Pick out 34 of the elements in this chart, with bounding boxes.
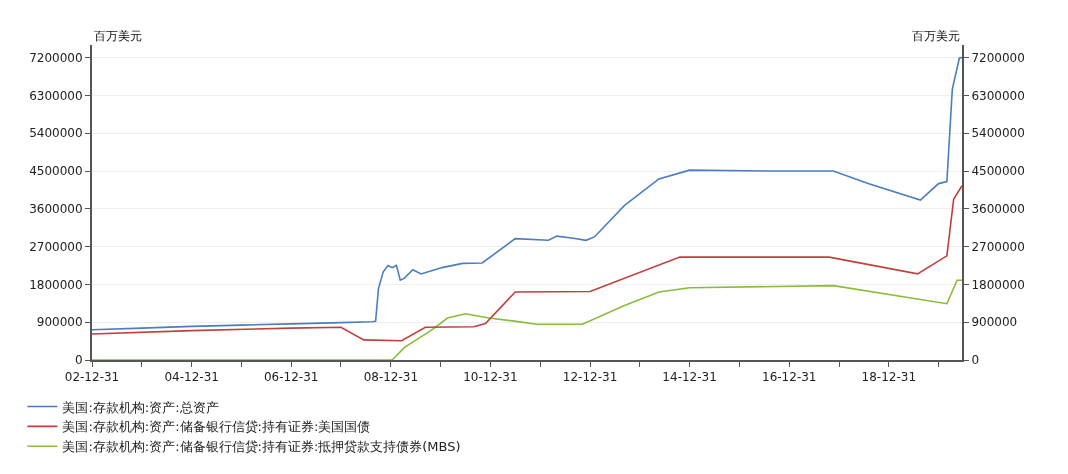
y2-tick-label: 5400000 xyxy=(971,126,1025,141)
y-tick-label: 0 xyxy=(74,353,83,368)
line-series xyxy=(92,184,962,342)
y-axis-title: 百万美元 xyxy=(94,29,142,43)
y2-tick-label: 0 xyxy=(971,353,980,368)
y-tick-label: 2700000 xyxy=(29,239,83,254)
y2-axis-title: 百万美元 xyxy=(912,29,960,43)
x-tick-label: 12-12-31 xyxy=(562,370,618,385)
y-tick-label: 3600000 xyxy=(29,202,83,216)
y-tick-label: 5400000 xyxy=(29,126,83,141)
x-tick-label: 02-12-31 xyxy=(64,370,120,385)
x-tick-label: 14-12-31 xyxy=(662,370,717,385)
x-tick-label: 08-12-31 xyxy=(363,370,419,385)
y-tick-label: 6300000 xyxy=(29,88,83,103)
line-series xyxy=(92,56,962,331)
legend-label: 美国:存款机构:资产:储备银行信贷:持有证券:抵押贷款支持债券(MBS) xyxy=(62,439,461,455)
y-tick-label: 900000 xyxy=(36,315,83,330)
x-tick-label: 18-12-31 xyxy=(861,370,917,385)
x-tick-label: 16-12-31 xyxy=(762,370,817,385)
legend-label: 美国:存款机构:资产:总资产 xyxy=(62,399,219,415)
y2-tick-label: 7200000 xyxy=(971,50,1025,65)
y2-tick-label: 6300000 xyxy=(971,88,1025,103)
x-tick-label: 06-12-31 xyxy=(263,370,319,385)
x-tick-label: 10-12-31 xyxy=(463,370,518,385)
y-tick-label: 4500000 xyxy=(29,164,83,179)
y2-tick-label: 900000 xyxy=(971,315,1018,330)
y2-tick-label: 3600000 xyxy=(971,202,1025,216)
y2-tick-label: 2700000 xyxy=(971,239,1025,254)
legend-label: 美国:存款机构:资产:储备银行信贷:持有证券:美国国债 xyxy=(62,419,371,435)
y2-tick-label: 4500000 xyxy=(971,164,1025,179)
y2-tick-label: 1800000 xyxy=(971,277,1025,292)
y-tick-label: 1800000 xyxy=(29,277,83,292)
y-tick-label: 7200000 xyxy=(29,50,83,65)
x-tick-label: 04-12-31 xyxy=(164,370,219,385)
